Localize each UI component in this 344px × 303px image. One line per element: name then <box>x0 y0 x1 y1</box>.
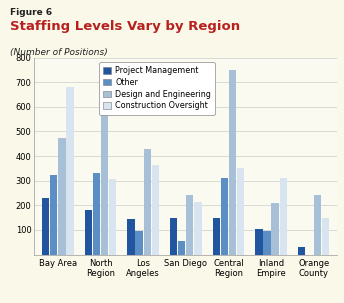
Bar <box>136 231 143 255</box>
Bar <box>42 198 49 255</box>
Bar <box>298 247 305 255</box>
Bar <box>66 87 74 255</box>
Bar <box>221 178 228 255</box>
Bar <box>271 203 279 255</box>
Bar <box>280 178 287 255</box>
Bar <box>101 98 108 255</box>
Bar <box>322 218 330 255</box>
Bar <box>127 219 135 255</box>
Bar <box>50 175 57 255</box>
Text: Staffing Levels Vary by Region: Staffing Levels Vary by Region <box>10 20 240 33</box>
Bar <box>186 195 193 255</box>
Bar <box>93 173 100 255</box>
Text: (Number of Positions): (Number of Positions) <box>10 48 108 58</box>
Legend: Project Management, Other, Design and Engineering, Construction Oversight: Project Management, Other, Design and En… <box>99 62 215 115</box>
Bar <box>178 241 185 255</box>
Bar <box>194 201 202 255</box>
Text: Figure 6: Figure 6 <box>10 8 52 17</box>
Bar <box>143 149 151 255</box>
Bar <box>85 210 92 255</box>
Bar <box>58 138 65 255</box>
Bar <box>152 165 159 255</box>
Bar <box>237 168 244 255</box>
Bar <box>229 70 236 255</box>
Bar <box>170 218 177 255</box>
Bar <box>314 195 321 255</box>
Bar <box>264 231 271 255</box>
Bar <box>109 179 116 255</box>
Bar <box>255 229 262 255</box>
Bar <box>213 218 220 255</box>
